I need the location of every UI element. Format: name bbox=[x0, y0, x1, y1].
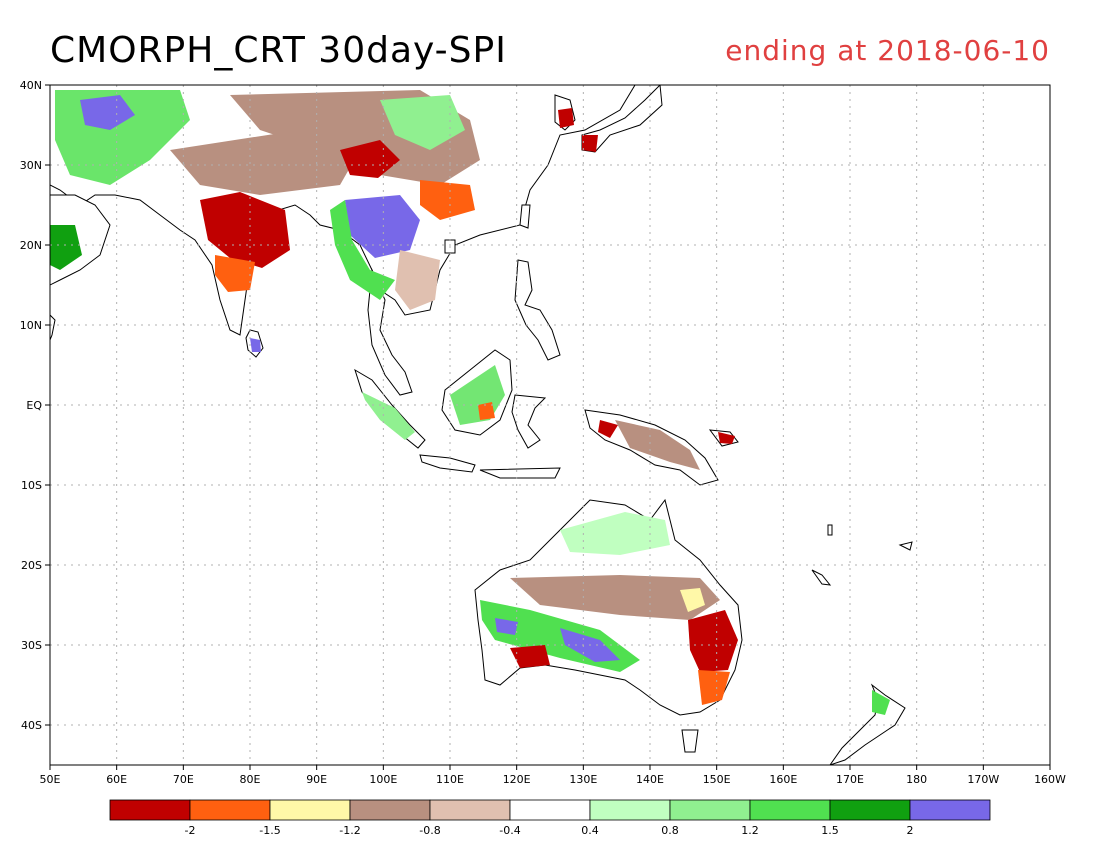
spi-patch-australia-purple-west bbox=[495, 618, 518, 635]
legend-swatch bbox=[429, 799, 511, 821]
y-tick-label: 30N bbox=[20, 159, 42, 172]
legend-swatch bbox=[349, 799, 431, 821]
spi-patch-west-asia-purple bbox=[80, 95, 135, 130]
legend-label: -0.8 bbox=[419, 824, 440, 837]
spi-patch-australia-east-orange bbox=[698, 670, 730, 705]
x-tick-label: 130E bbox=[569, 773, 597, 786]
spi-patch-china-red bbox=[340, 140, 400, 178]
land-lesser-sunda bbox=[479, 467, 561, 479]
spi-patch-australia-yellow bbox=[680, 588, 705, 612]
y-tick-label: 10S bbox=[21, 479, 42, 492]
spi-patch-korea-red bbox=[558, 108, 574, 128]
legend-label: 1.2 bbox=[741, 824, 759, 837]
spi-patch-australia-north-green bbox=[560, 512, 670, 555]
land-new-caledonia bbox=[811, 569, 832, 586]
legend-label: 0.4 bbox=[581, 824, 599, 837]
legend-swatch bbox=[829, 799, 911, 821]
color-legend: -2 -1.5 -1.2 -0.8 -0.4 0.4 0.8 1.2 1.5 2 bbox=[109, 799, 991, 837]
land-taiwan bbox=[519, 204, 531, 229]
map-title: CMORPH_CRT 30day-SPI bbox=[50, 30, 507, 71]
spi-patch-india-orange bbox=[215, 255, 255, 292]
spi-patch-japan-red bbox=[582, 135, 598, 152]
spi-patch-india-red bbox=[200, 192, 290, 268]
spi-patch-australia-east-red bbox=[688, 610, 738, 672]
y-tick-label: 20S bbox=[21, 559, 42, 572]
x-tick-label: 110E bbox=[436, 773, 464, 786]
y-tick-label: 30S bbox=[21, 639, 42, 652]
land-vanuatu bbox=[827, 524, 833, 536]
land-sulawesi bbox=[511, 394, 547, 449]
spi-patch-sumatra-green bbox=[362, 392, 415, 440]
x-tick-label: 170W bbox=[967, 773, 999, 786]
x-tick-label: 160E bbox=[769, 773, 797, 786]
spi-patch-indochina-brown bbox=[395, 250, 440, 310]
spi-patch-new-guinea-brown bbox=[615, 420, 700, 470]
land-africa-horn bbox=[50, 314, 56, 341]
spi-patch-china-orange bbox=[420, 180, 475, 220]
land-java bbox=[419, 454, 476, 473]
land-philippines bbox=[514, 259, 561, 361]
x-tick-label: 50E bbox=[40, 773, 61, 786]
y-tick-label: 40N bbox=[20, 79, 42, 92]
legend-swatch bbox=[669, 799, 751, 821]
legend-swatch bbox=[589, 799, 671, 821]
x-tick-label: 100E bbox=[369, 773, 397, 786]
x-tick-label: 80E bbox=[240, 773, 261, 786]
y-tick-label: 40S bbox=[21, 719, 42, 732]
spi-patch-arabia-green bbox=[50, 225, 82, 270]
legend-swatch bbox=[269, 799, 351, 821]
x-tick-label: 180 bbox=[906, 773, 927, 786]
x-tick-label: 170E bbox=[836, 773, 864, 786]
y-tick-label: 20N bbox=[20, 239, 42, 252]
land-japan bbox=[581, 85, 663, 153]
spi-patch-australia-sw-red bbox=[510, 645, 550, 668]
legend-label: -1.5 bbox=[259, 824, 280, 837]
lat-lon-grid bbox=[50, 85, 1050, 765]
land-malay-peninsula bbox=[367, 268, 413, 396]
legend-label: -1.2 bbox=[339, 824, 360, 837]
spi-patch-australia-central-brown bbox=[510, 575, 720, 620]
y-axis-ticks: 40N 30N 20N 10N EQ 10S 20S 30S 40S bbox=[20, 79, 50, 732]
land-tasmania bbox=[681, 729, 699, 753]
spi-patch-new-guinea-red bbox=[598, 420, 618, 438]
map-frame bbox=[49, 84, 1051, 766]
x-tick-label: 90E bbox=[306, 773, 327, 786]
legend-label: 0.8 bbox=[661, 824, 679, 837]
legend-label: 2 bbox=[907, 824, 914, 837]
legend-swatch bbox=[749, 799, 831, 821]
legend-swatch bbox=[109, 799, 191, 821]
legend-label: -2 bbox=[185, 824, 196, 837]
land-fiji bbox=[898, 541, 913, 551]
legend-swatch bbox=[189, 799, 271, 821]
x-axis-ticks: 50E 60E 70E 80E 90E 100E 110E 120E 130E 140E 150E 1… bbox=[40, 765, 1066, 786]
x-tick-label: 160W bbox=[1034, 773, 1066, 786]
spi-patch-new-zealand-green bbox=[872, 690, 890, 715]
x-tick-label: 60E bbox=[106, 773, 127, 786]
spi-patch-new-britain-red bbox=[718, 432, 735, 444]
land-masses bbox=[50, 85, 913, 765]
legend-swatch bbox=[909, 799, 991, 821]
y-tick-label: EQ bbox=[26, 399, 42, 412]
y-tick-label: 10N bbox=[20, 319, 42, 332]
legend-swatch bbox=[509, 799, 591, 821]
legend-label: -0.4 bbox=[499, 824, 520, 837]
spi-patch-indochina-green bbox=[330, 200, 395, 300]
spi-anomaly-patches bbox=[50, 90, 890, 715]
x-tick-label: 140E bbox=[636, 773, 664, 786]
map-subtitle: ending at 2018-06-10 bbox=[725, 34, 1050, 67]
spi-patch-indochina-purple bbox=[345, 195, 420, 258]
spi-patch-sri-lanka-purple bbox=[250, 338, 261, 352]
spi-patch-china-green bbox=[380, 95, 465, 150]
x-tick-label: 120E bbox=[503, 773, 531, 786]
spi-patch-borneo-orange bbox=[478, 402, 495, 420]
x-tick-label: 70E bbox=[173, 773, 194, 786]
x-tick-label: 150E bbox=[703, 773, 731, 786]
legend-label: 1.5 bbox=[821, 824, 839, 837]
